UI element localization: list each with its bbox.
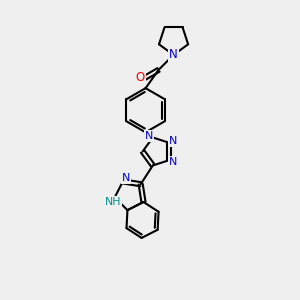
Text: N: N [145, 131, 154, 141]
Text: N: N [169, 136, 177, 146]
Text: N: N [122, 173, 130, 183]
Text: NH: NH [105, 197, 122, 207]
Text: N: N [169, 157, 177, 166]
Text: O: O [136, 71, 145, 85]
Text: N: N [169, 48, 178, 62]
